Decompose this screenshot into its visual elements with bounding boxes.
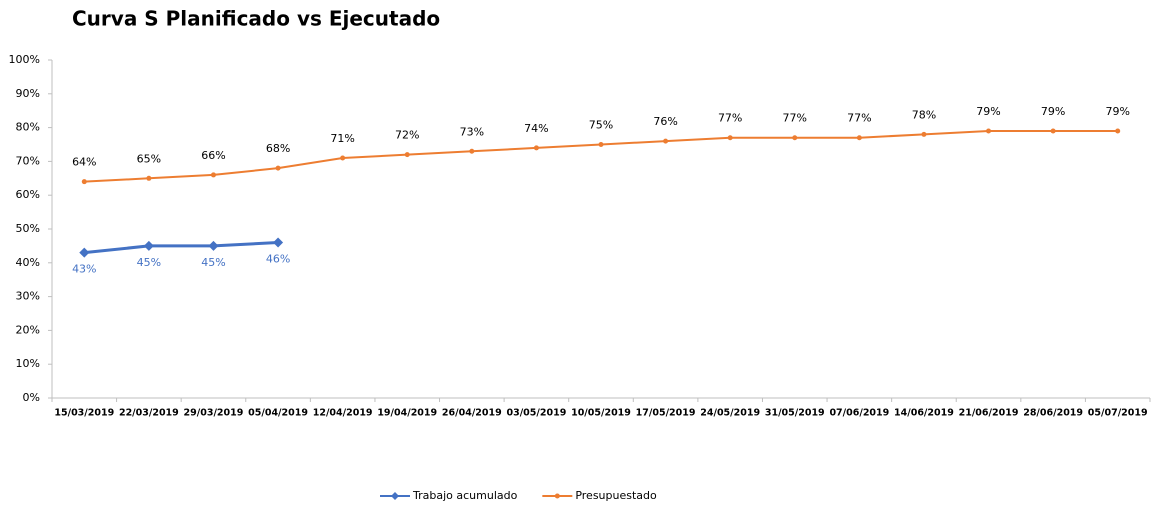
- legend-marker: [391, 492, 399, 500]
- chart-title: Curva S Planificado vs Ejecutado: [72, 7, 440, 31]
- y-tick-label: 50%: [16, 222, 40, 235]
- series-line: [84, 129, 1118, 183]
- x-tick-label: 03/05/2019: [506, 408, 566, 419]
- data-label: 77%: [718, 112, 742, 125]
- x-tick-label: 26/04/2019: [442, 408, 502, 419]
- data-label: 68%: [266, 142, 290, 155]
- marker: [856, 135, 862, 141]
- x-tick-label: 15/03/2019: [54, 408, 114, 419]
- marker: [210, 172, 216, 178]
- data-label: 72%: [395, 129, 419, 142]
- marker: [208, 240, 219, 251]
- marker: [79, 247, 90, 258]
- x-tick-label: 28/06/2019: [1023, 408, 1083, 419]
- x-tick-label: 14/06/2019: [894, 408, 954, 419]
- marker: [1115, 128, 1121, 134]
- data-label: 73%: [460, 125, 484, 138]
- data-label: 75%: [589, 119, 613, 132]
- x-tick-label: 07/06/2019: [829, 408, 889, 419]
- y-tick-label: 30%: [16, 290, 40, 303]
- x-tick-label: 17/05/2019: [636, 408, 696, 419]
- data-label: 79%: [1041, 105, 1065, 118]
- data-label: 71%: [330, 132, 354, 145]
- x-tick-label: 05/07/2019: [1088, 408, 1148, 419]
- data-label: 43%: [72, 263, 96, 276]
- x-tick-label: 31/05/2019: [765, 408, 825, 419]
- data-label: 77%: [847, 112, 871, 125]
- x-tick-label: 29/03/2019: [184, 408, 244, 419]
- y-tick-label: 20%: [16, 323, 40, 336]
- data-label: 78%: [912, 108, 936, 121]
- marker: [404, 152, 410, 158]
- y-tick-label: 80%: [16, 121, 40, 134]
- series-line: [84, 241, 279, 255]
- data-label: 46%: [266, 253, 290, 266]
- legend-marker: [554, 493, 560, 499]
- data-label: 74%: [524, 122, 548, 135]
- marker: [469, 148, 475, 154]
- x-tick-label: 24/05/2019: [700, 408, 760, 419]
- marker: [921, 131, 927, 137]
- marker: [273, 237, 284, 248]
- y-tick-label: 0%: [23, 391, 40, 404]
- x-tick-label: 12/04/2019: [313, 408, 373, 419]
- marker: [533, 145, 539, 151]
- data-label: 66%: [201, 149, 225, 162]
- y-tick-label: 60%: [16, 188, 40, 201]
- data-label: 45%: [137, 256, 161, 269]
- marker: [1050, 128, 1056, 134]
- marker: [727, 135, 733, 141]
- marker: [340, 155, 346, 161]
- y-tick-label: 10%: [16, 357, 40, 370]
- legend-label: Trabajo acumulado: [412, 489, 518, 502]
- data-label: 64%: [72, 156, 96, 169]
- x-tick-label: 05/04/2019: [248, 408, 308, 419]
- y-tick-label: 40%: [16, 256, 40, 269]
- y-tick-label: 90%: [16, 87, 40, 100]
- marker: [598, 142, 604, 147]
- x-tick-label: 19/04/2019: [377, 408, 437, 419]
- marker: [81, 179, 87, 185]
- marker: [792, 135, 798, 141]
- y-tick-label: 100%: [9, 53, 40, 66]
- data-label: 45%: [201, 256, 225, 269]
- x-tick-label: 21/06/2019: [959, 408, 1019, 419]
- marker: [986, 128, 992, 134]
- y-tick-label: 70%: [16, 154, 40, 167]
- marker: [146, 175, 152, 181]
- data-label: 76%: [653, 115, 677, 128]
- x-tick-label: 10/05/2019: [571, 408, 631, 419]
- data-label: 65%: [137, 152, 161, 165]
- data-label: 79%: [1105, 105, 1129, 118]
- legend-label: Presupuestado: [575, 489, 657, 502]
- marker: [143, 240, 154, 251]
- data-label: 77%: [783, 112, 807, 125]
- marker: [663, 138, 669, 144]
- data-label: 79%: [976, 105, 1000, 118]
- marker: [275, 165, 281, 171]
- x-tick-label: 22/03/2019: [119, 408, 179, 419]
